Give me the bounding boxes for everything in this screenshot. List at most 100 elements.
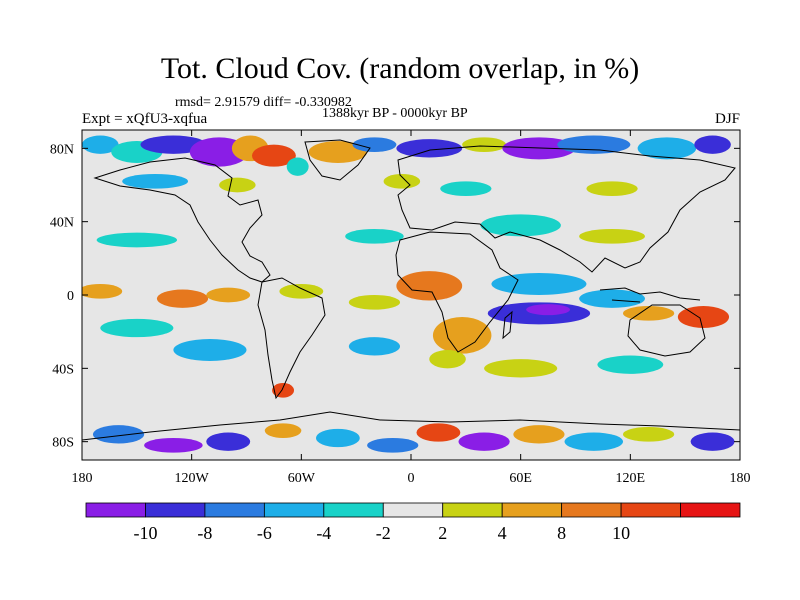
anomaly-patch xyxy=(579,289,645,308)
anomaly-patch xyxy=(96,232,178,248)
anomaly-patch xyxy=(557,135,631,154)
colorbar: -10 -8 -6 -4 -2 2 4 8 10 xyxy=(85,502,741,543)
colorbar-label: -2 xyxy=(376,523,391,543)
anomaly-patch xyxy=(264,423,302,438)
colorbar-swatch xyxy=(680,502,741,518)
lon-tick-label: 180 xyxy=(72,471,93,486)
anomaly-patch xyxy=(623,427,675,442)
lon-tick-label: 60E xyxy=(509,471,532,486)
anomaly-patch xyxy=(526,304,571,316)
anomaly-patch xyxy=(272,383,295,398)
anomaly-patch xyxy=(206,432,251,451)
coastline-south-america xyxy=(257,277,326,400)
lat-tick-label: 80N xyxy=(50,142,74,157)
anomaly-patch xyxy=(484,359,558,378)
anomaly-patch xyxy=(623,306,675,321)
coastline-madagascar xyxy=(502,310,513,340)
anomaly-patch xyxy=(564,432,624,451)
lat-axis: 80N 40N 0 40S 80S xyxy=(50,142,740,451)
colorbar-swatch xyxy=(382,502,444,518)
anomaly-patch xyxy=(429,350,466,369)
anomaly-patch xyxy=(315,428,360,448)
colorbar-label: -8 xyxy=(197,523,212,543)
anomaly-patch xyxy=(458,432,510,451)
anomaly-patch xyxy=(348,295,401,310)
colorbar-label: -10 xyxy=(133,523,157,543)
lat-tick-label: 80S xyxy=(52,436,74,451)
lon-tick-label: 0 xyxy=(408,471,415,486)
anomaly-patch xyxy=(597,355,664,374)
colorbar-swatch xyxy=(561,502,622,518)
lon-tick-label: 120W xyxy=(175,471,210,486)
anomaly-patch xyxy=(173,339,247,361)
anomaly-patch xyxy=(491,273,587,295)
anomaly-patch xyxy=(206,287,251,303)
anomaly-patch xyxy=(416,423,461,442)
anomaly-patch xyxy=(156,289,209,308)
anomaly-patch xyxy=(144,438,203,453)
colorbar-label: 8 xyxy=(557,523,566,543)
anomaly-patch xyxy=(82,135,119,154)
anomaly-patch xyxy=(586,181,638,197)
colorbar-swatch xyxy=(442,502,503,518)
coastline-north-america xyxy=(93,157,271,283)
anomaly-patch xyxy=(480,214,561,237)
lon-tick-label: 180 xyxy=(730,471,751,486)
colorbar-swatch xyxy=(85,502,146,518)
anomaly-patch xyxy=(279,284,324,299)
anomaly-patch xyxy=(383,174,421,189)
coastline-australia xyxy=(627,304,706,357)
lon-axis: 180 120W 60W 0 60E 120E 180 xyxy=(72,130,751,486)
anomaly-patch xyxy=(122,174,189,189)
lon-tick-label: 120E xyxy=(616,471,646,486)
anomaly-patch xyxy=(92,425,145,444)
coastline-greenland xyxy=(304,139,371,181)
anomaly-patch xyxy=(367,438,419,453)
experiment-label: Expt = xQfU3-xqfua xyxy=(82,111,208,127)
anomaly-patch xyxy=(462,137,507,153)
anomaly-patch xyxy=(348,337,401,356)
anomaly-patch xyxy=(396,139,463,158)
plot-title: Tot. Cloud Cov. (random overlap, in %) xyxy=(160,52,640,85)
colorbar-label: 10 xyxy=(612,523,630,543)
colorbar-label: 4 xyxy=(498,523,507,543)
anomaly-patch xyxy=(440,181,492,197)
colorbar-swatch xyxy=(501,502,563,518)
lat-tick-label: 0 xyxy=(67,289,74,304)
lat-tick-label: 40N xyxy=(50,216,74,231)
colorbar-swatch xyxy=(620,502,681,518)
period-text: 1388kyr BP - 0000kyr BP xyxy=(322,106,468,121)
anomaly-layer xyxy=(82,135,735,453)
coastline-eurasia xyxy=(397,145,736,273)
colorbar-label: -4 xyxy=(316,523,331,543)
colorbar-label: -6 xyxy=(257,523,272,543)
lon-tick-label: 60W xyxy=(288,471,316,486)
lat-tick-label: 40S xyxy=(52,362,74,377)
colorbar-swatch xyxy=(263,502,325,518)
stats-text: rmsd= 2.91579 diff= -0.330982 xyxy=(175,95,352,110)
anomaly-patch xyxy=(513,425,565,444)
anomaly-patch xyxy=(82,284,123,299)
anomaly-patch xyxy=(579,229,645,244)
anomaly-patch xyxy=(690,432,735,451)
anomaly-patch xyxy=(100,318,174,338)
anomaly-patch xyxy=(219,177,256,193)
colorbar-swatch xyxy=(204,502,265,518)
anomaly-patch xyxy=(694,135,731,154)
anomaly-patch xyxy=(352,137,397,153)
colorbar-swatch xyxy=(145,502,206,518)
season-label: DJF xyxy=(714,111,740,127)
coastline-layer xyxy=(82,139,740,441)
coastline-africa xyxy=(395,231,519,353)
colorbar-swatch xyxy=(323,502,384,518)
anomaly-patch xyxy=(396,271,463,301)
anomaly-patch xyxy=(637,137,697,160)
colorbar-label: 2 xyxy=(438,523,447,543)
anomaly-patch xyxy=(308,141,368,163)
anomaly-patch xyxy=(140,135,207,154)
coastline-indonesia xyxy=(599,287,701,303)
anomaly-patch xyxy=(432,317,492,354)
coastline-antarctica xyxy=(82,411,740,441)
anomaly-patch xyxy=(345,229,404,244)
